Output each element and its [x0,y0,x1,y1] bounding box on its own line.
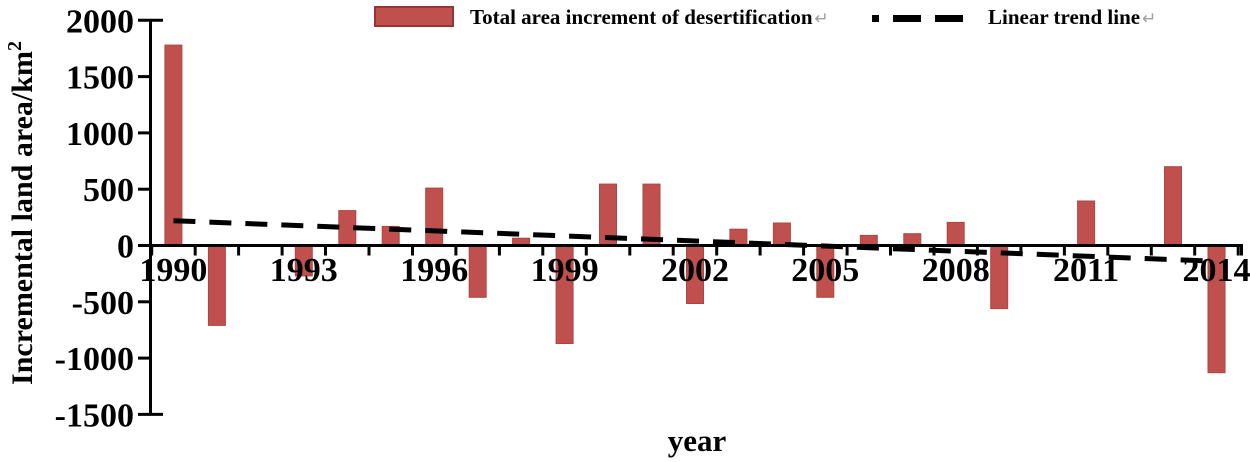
y-axis-title-text: Incremental land area/km [6,51,39,385]
x-tick-label: 1996 [400,252,468,289]
bar-1991 [207,245,226,326]
y-tick-label: 1500 [66,60,134,97]
chart-legend: Total area increment of desertification ↵… [0,0,1250,40]
legend-bar-swatch [374,6,454,27]
legend-dash-sample [866,0,963,36]
x-tick-label: 2002 [661,252,729,289]
x-tick-label: 2008 [922,252,990,289]
bar-2001 [642,183,661,247]
bar-2011 [1077,200,1096,246]
bar-1997 [468,245,487,298]
return-mark-icon: ↵ [1142,9,1157,29]
y-tick-label: 1000 [66,116,134,153]
legend-bar-label: Total area increment of desertification ↵ [470,5,829,30]
dash-segment-icon [935,14,963,22]
y-tick-label: -1500 [55,397,134,434]
y-tick-label: -1000 [55,341,134,378]
y-tick-label: 2000 [66,3,134,40]
x-tick-label: 2014 [1183,252,1250,289]
legend-line-label: Linear trend line ↵ [988,5,1156,30]
x-tick-label: 1999 [531,252,599,289]
y-axis-title-superscript: 2 [4,41,26,52]
y-axis-title: Incremental land area/km2 [4,41,40,385]
y-tick-label: 0 [117,229,134,266]
x-tick-label: 1990 [139,252,207,289]
return-mark-icon: ↵ [814,9,829,29]
x-tick-label: 2005 [791,252,859,289]
bar-1996 [425,187,444,247]
bar-2008 [946,221,965,246]
legend-line-label-text: Linear trend line [988,5,1141,29]
legend-bar-label-text: Total area increment of desertification [470,5,813,29]
y-tick-label: 500 [83,172,134,209]
bar-2013 [1164,166,1182,246]
x-tick-label: 2011 [1053,252,1119,289]
x-tick-label: 1993 [270,252,338,289]
trend-line [173,218,1217,264]
bar-1994 [338,210,357,247]
dash-dot-icon [872,14,879,22]
bar-2006 [859,234,878,246]
dash-segment-icon [893,14,921,22]
bar-1990 [164,44,183,246]
y-tick-label: -500 [72,285,134,322]
x-axis-title: year [667,423,727,458]
bar-2007 [903,233,922,246]
